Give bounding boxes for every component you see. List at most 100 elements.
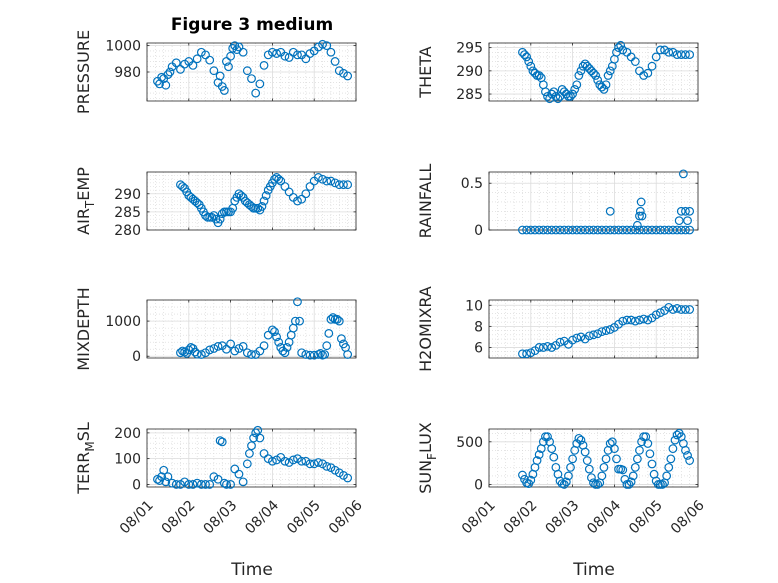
data-point [276,176,286,186]
data-point [568,89,577,99]
data-point [664,47,674,57]
y-axis-label: THETA [416,46,435,98]
data-point [597,471,607,481]
data-point [580,225,590,235]
subplot-pressure: 980 1000 PRESSURE [74,30,357,114]
data-point [159,465,169,475]
data-point [681,206,690,216]
data-point [207,212,217,222]
y-tick-label: 980 [114,65,141,81]
axes-frame [488,42,699,102]
data-point [205,345,215,355]
data-point [618,316,628,326]
data-point [547,444,557,454]
data-point [192,349,202,359]
data-point [326,176,336,186]
data-point [332,314,342,324]
data-point [655,225,665,235]
data-point [635,445,644,455]
data-point [668,444,678,454]
axes-background [489,300,698,358]
data-point [526,475,536,485]
y-axis-label: AIRTEMP [74,167,97,235]
data-point [324,328,334,338]
data-point [683,451,692,460]
data-point [580,447,590,457]
data-point [297,456,307,466]
data-point [184,345,194,355]
y-axis-label: TERRMSL [74,422,97,495]
y-tick-label: 1000 [105,314,141,330]
data-point [630,462,640,472]
figure-title: Figure 3 medium [171,15,333,35]
data-point [658,480,667,489]
data-point [639,314,649,324]
data-point [584,225,594,235]
data-point [630,316,640,326]
y-axis-label-rest: SL [74,422,93,441]
data-point [288,455,298,465]
data-point [676,206,686,216]
data-point [238,47,248,57]
data-point [587,473,596,483]
data-point [534,343,544,352]
data-point [282,343,292,352]
data-point [245,449,254,458]
data-point [574,71,584,80]
data-point [599,462,609,472]
data-point [576,332,586,342]
data-point [522,52,532,62]
data-point [518,225,527,235]
data-point [178,182,187,191]
data-point [222,480,231,489]
y-axis-label-main: RAINFALL [416,164,435,239]
x-axis-label-left: Time [230,560,273,580]
data-point [334,180,344,190]
data-point [215,436,225,446]
data-point [280,182,290,191]
data-point [676,50,686,59]
data-point [522,225,532,235]
data-point [672,430,682,440]
data-point [568,225,577,235]
data-point [522,349,532,359]
data-point [543,432,552,442]
data-point [589,330,598,340]
axes-background [147,429,356,487]
data-point [685,206,695,216]
y-tick-label: 500 [456,435,483,451]
data-point [574,433,584,443]
data-point [624,480,634,489]
data-point [530,225,540,235]
data-point [295,316,304,326]
subplot-theta: 285 290 295 THETA [416,41,699,104]
data-point [578,61,588,71]
data-point [584,331,594,341]
data-point [538,225,548,235]
data-point [549,452,559,462]
y-axis-label-main: SUN [416,460,435,494]
data-point [534,450,544,459]
data-point [176,348,185,358]
subplot-h2omixra: 6 8 10 H2OMIXRA [416,286,699,372]
data-point [171,480,181,489]
data-point [247,350,256,359]
data-point [672,225,682,235]
y-tick-label: 0 [474,477,483,493]
data-point [253,203,263,213]
data-point [167,478,177,488]
data-point [660,45,669,55]
data-point [163,70,173,80]
data-point [532,456,542,465]
data-point [612,454,621,464]
data-point [551,91,561,101]
data-point [561,89,571,99]
data-point [614,43,623,53]
data-point [635,315,644,325]
axes-frame [488,299,699,359]
data-point [343,350,353,359]
data-point [676,305,686,314]
data-point [255,346,265,356]
data-point [217,209,227,219]
data-point [678,169,688,179]
